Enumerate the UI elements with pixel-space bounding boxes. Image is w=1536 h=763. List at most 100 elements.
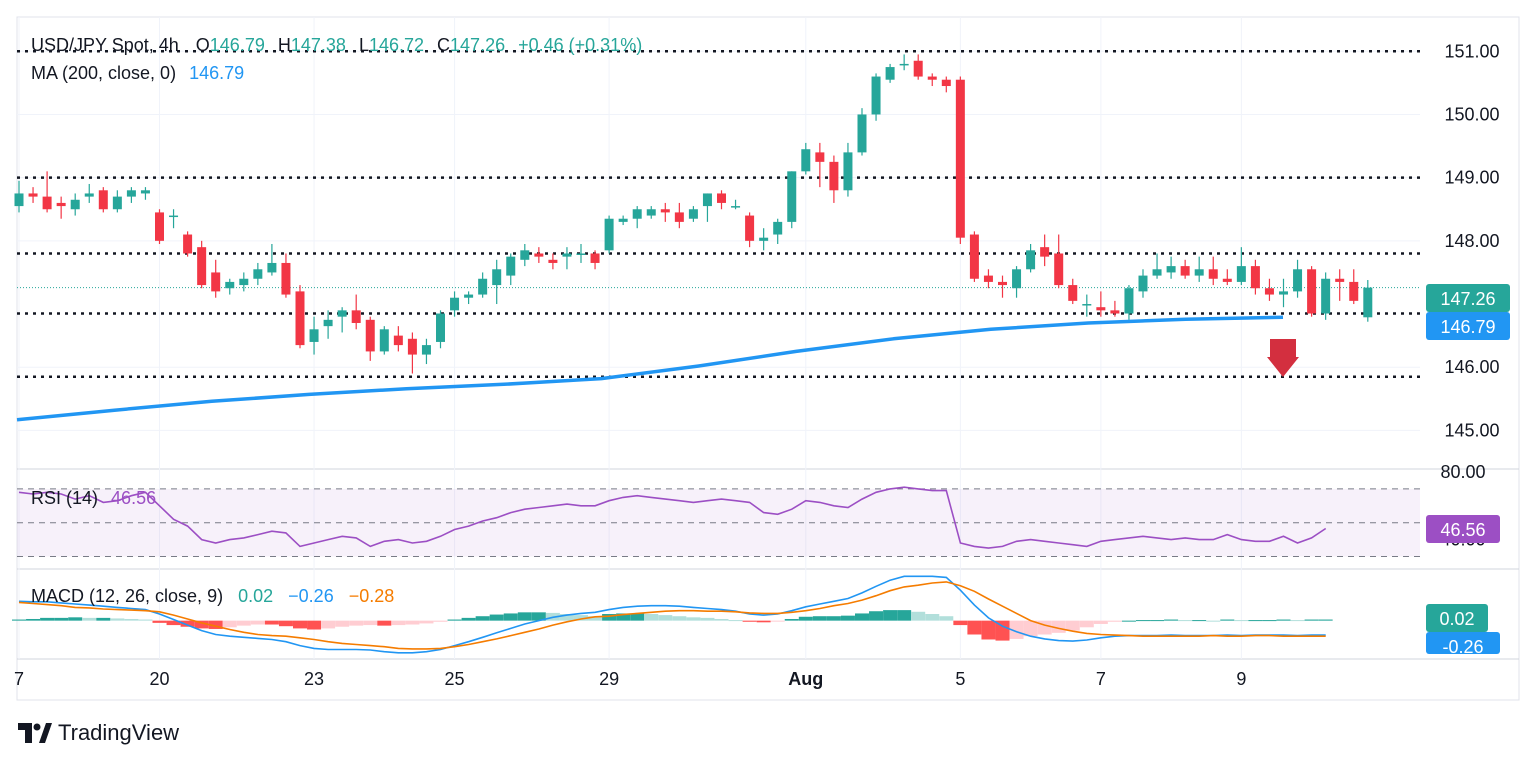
macd-histogram-bar (152, 620, 167, 623)
candle-body (646, 209, 656, 216)
macd-histogram-bar (124, 618, 139, 621)
candle (464, 291, 474, 305)
candle-body (1208, 269, 1218, 279)
macd-histogram-bar (812, 616, 827, 621)
macd-histogram-bar (672, 616, 687, 621)
macd-histogram-bar (166, 620, 181, 626)
macd-histogram-bar (855, 613, 869, 621)
candle-body (379, 329, 389, 352)
macd-histogram-bar (1262, 620, 1277, 622)
candle-body (42, 196, 52, 210)
macd-histogram-bar (1220, 619, 1235, 621)
candle-body (674, 212, 684, 222)
candle (14, 180, 24, 213)
candle-body (745, 215, 755, 241)
macd-histogram-bar (96, 617, 111, 621)
macd-histogram-bar (1248, 620, 1263, 622)
macd-histogram-bar (250, 620, 265, 625)
candle (155, 209, 164, 244)
macd-histogram-bar (1107, 620, 1122, 622)
candle (365, 316, 375, 361)
candle-body (1307, 269, 1317, 314)
macd-histogram-bar (1121, 620, 1136, 622)
candle (450, 291, 460, 317)
candle (829, 155, 839, 203)
candle (1208, 256, 1218, 286)
macd-pane (12, 575, 1333, 654)
candle (1152, 253, 1162, 279)
candle-body (1012, 269, 1022, 289)
macd-histogram-bar (630, 613, 645, 621)
candle-body (941, 79, 951, 87)
candle (660, 202, 670, 222)
candle (1307, 266, 1317, 317)
candle (1264, 278, 1274, 301)
open-value: 146.79 (210, 35, 265, 55)
macd-line-value: −0.26 (288, 586, 334, 606)
macd-histogram-bar (883, 610, 898, 621)
candle-body (492, 269, 502, 286)
candle (1250, 259, 1260, 295)
candle (646, 206, 656, 219)
macd-signal-value: −0.28 (349, 586, 395, 606)
macd-histogram-bar (953, 620, 968, 626)
time-tick-label: Aug (788, 669, 823, 689)
macd-histogram-bar (1192, 620, 1207, 622)
candle (267, 244, 277, 276)
footer-brand: TradingView (18, 718, 179, 748)
rsi-legend: RSI (14) 46.56 (31, 488, 156, 508)
candle-body (365, 319, 375, 352)
candle (702, 193, 712, 222)
candle (520, 244, 530, 267)
macd-hist-badge: 0.02 (1426, 604, 1488, 632)
time-tick-label: 9 (1236, 669, 1246, 689)
candle (969, 231, 979, 282)
high-value: 147.38 (291, 35, 346, 55)
candle (126, 187, 136, 203)
candle-body (309, 329, 319, 342)
candle-body (1279, 291, 1288, 295)
candle-body (393, 335, 403, 346)
candle-body (140, 190, 150, 194)
candle-body (1138, 275, 1148, 292)
candle-body (913, 60, 923, 77)
candle-body (1068, 285, 1078, 301)
macd-histogram-bar (180, 620, 195, 627)
macd-histogram-bar (644, 614, 659, 621)
candle-body (590, 253, 600, 263)
candle-body (955, 79, 965, 238)
candle-body (998, 281, 1007, 286)
candle (871, 73, 881, 121)
candle (745, 212, 755, 248)
macd-hist-value: 0.02 (238, 586, 273, 606)
candle-body (688, 209, 698, 219)
ma-value: 146.79 (189, 63, 244, 83)
candle (379, 326, 389, 355)
price-axis: 151.00 150.00 149.00 148.00 146.00 145.00 (1444, 41, 1499, 440)
rsi-line (18, 486, 1327, 549)
candle (1068, 278, 1078, 305)
rsi-badge: 46.56 (1426, 515, 1500, 543)
macd-histogram-bar (574, 615, 588, 621)
candle (983, 269, 993, 289)
candle-body (660, 209, 670, 213)
horizontal-levels (17, 50, 1420, 378)
candle-body (84, 193, 94, 197)
macd-histogram-bar (658, 615, 673, 621)
candle (590, 250, 600, 270)
candle (1363, 280, 1373, 322)
candle-body (702, 193, 712, 207)
macd-histogram-bar (714, 618, 729, 621)
open-label: O (196, 35, 210, 55)
candle-body (323, 319, 333, 327)
candle-body (632, 209, 642, 219)
candle-body (562, 253, 572, 257)
macd-histogram-bar (1318, 619, 1333, 621)
chart-frame (16, 16, 1520, 701)
macd-histogram-bar (461, 617, 476, 621)
candle (885, 63, 895, 83)
candle (998, 275, 1007, 298)
macd-histogram-bar (433, 620, 448, 622)
candle (688, 206, 698, 222)
candle (492, 259, 502, 305)
